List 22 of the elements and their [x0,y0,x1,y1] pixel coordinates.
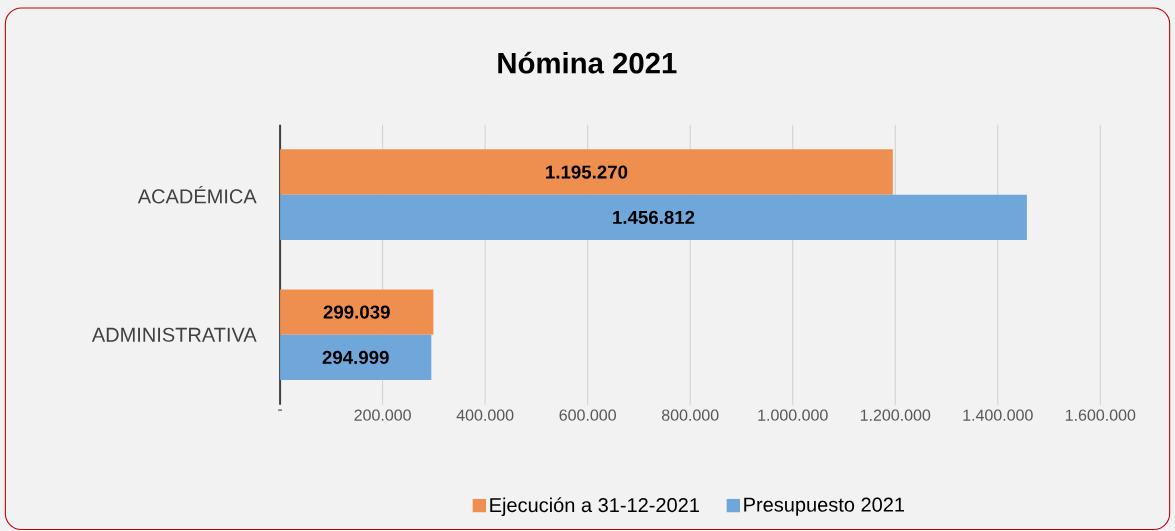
x-tick-label: - [278,409,283,411]
x-tick-label: 400.000 [456,409,514,421]
x-tick-label: 600.000 [559,409,616,421]
chart-title: Nómina 2021 [498,51,677,74]
data-label: 1.195.270 [546,165,628,179]
x-tick-label: 200.000 [354,409,411,421]
legend-label: Presupuesto 2021 [744,497,905,516]
data-label: 299.039 [323,305,390,319]
x-tick-label: 1.000.000 [758,409,828,421]
data-label: 294.999 [322,350,389,365]
bar [280,289,434,335]
y-tick-label: ACADÉMICA [137,186,257,204]
x-tick-label: 1.400.000 [963,409,1033,421]
x-tick-label: 1.200.000 [860,409,931,421]
data-label: 1.456.812 [613,210,695,225]
bar [280,194,1027,241]
bar [280,334,432,381]
legend-label: Ejecución a 31-12-2021 [490,497,699,517]
x-tick-label: 800.000 [661,409,719,421]
bar [280,149,893,195]
x-tick-label: 1.600.000 [1065,409,1136,421]
y-tick-label: ADMINISTRATIVA [91,327,257,342]
